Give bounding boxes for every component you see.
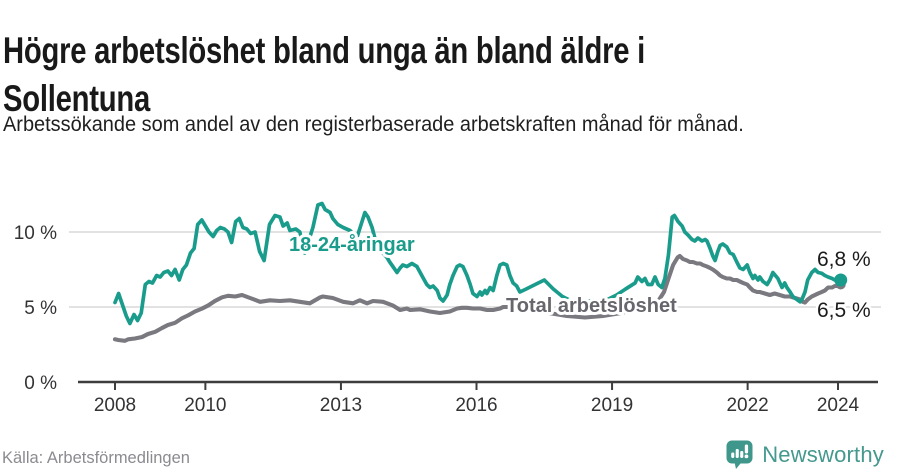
source-note: Källa: Arbetsförmedlingen bbox=[2, 448, 190, 467]
x-tick-label: 2019 bbox=[591, 395, 633, 416]
x-tick-label: 2008 bbox=[94, 395, 136, 416]
x-tick-label: 2013 bbox=[320, 395, 362, 416]
end-value-label: 6,5 % bbox=[817, 299, 871, 322]
y-tick-label: 0 % bbox=[24, 373, 57, 394]
end-value-label: 6,8 % bbox=[817, 248, 871, 271]
y-tick-label: 5 % bbox=[24, 298, 57, 319]
series-line bbox=[113, 201, 843, 326]
newsworthy-bubble-icon bbox=[726, 440, 753, 469]
x-tick-label: 2016 bbox=[455, 395, 497, 416]
chart-subtitle: Arbetssökande som andel av den registerb… bbox=[3, 113, 744, 136]
x-tick-label: 2022 bbox=[726, 395, 768, 416]
series-label: Total arbetslöshet bbox=[506, 295, 677, 317]
series-label: 18-24-åringar bbox=[289, 233, 415, 256]
y-tick-label: 10 % bbox=[14, 223, 57, 244]
newsworthy-wordmark: Newsworthy bbox=[762, 441, 884, 467]
x-tick-label: 2024 bbox=[817, 395, 860, 416]
newsworthy-logo: Newsworthy bbox=[725, 439, 884, 470]
series-line bbox=[112, 253, 843, 343]
page-title: Högre arbetslöshet bland unga än bland ä… bbox=[3, 29, 646, 119]
x-tick-label: 2010 bbox=[184, 395, 226, 416]
series-end-dot bbox=[834, 273, 848, 287]
